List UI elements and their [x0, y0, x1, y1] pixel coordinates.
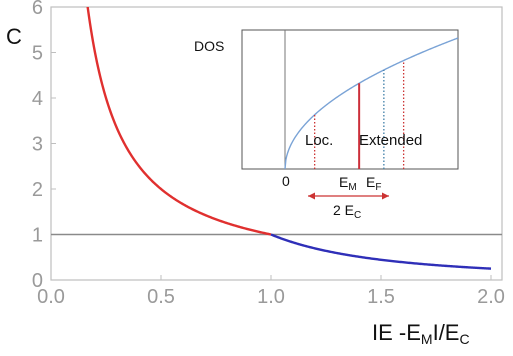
x-tick-label: 2.0	[477, 286, 505, 308]
y-tick-label: 6	[32, 0, 43, 19]
x-tick-label: 1.0	[257, 286, 285, 308]
label-ef: EF	[366, 174, 381, 193]
inset-origin-label: 0	[282, 173, 290, 189]
inset-y-label: DOS	[194, 38, 224, 54]
x-axis-ticks: 0.0 0.5 1.0 1.5 2.0	[37, 275, 505, 308]
region-label-localized: Loc.	[305, 132, 333, 149]
y-tick-label: 4	[32, 88, 43, 110]
x-tick-label: 0.5	[147, 286, 175, 308]
main-plot: 0 1 2 3 4 5 6 0.0 0.5 1.0 1.5 2.0 C IE -EMI/EC	[6, 0, 505, 347]
y-tick-label: 0	[32, 270, 43, 292]
y-axis-ticks: 0 1 2 3 4 5 6	[32, 0, 56, 292]
series-line-blue	[270, 233, 492, 270]
y-tick-label: 5	[32, 43, 43, 65]
x-tick-label: 1.5	[367, 286, 395, 308]
range-label: 2 EC	[333, 202, 361, 221]
label-em: EM	[339, 174, 357, 193]
series-line-red	[86, 7, 272, 236]
x-tick-label: 0.0	[37, 286, 65, 308]
y-tick-label: 1	[32, 225, 43, 247]
x-axis-label: IE -EMI/EC	[372, 320, 470, 347]
y-tick-label: 3	[32, 134, 43, 156]
y-tick-label: 2	[32, 179, 43, 201]
inset-dos-curve	[284, 37, 458, 169]
y-axis-label: C	[6, 24, 22, 49]
region-label-extended: Extended	[359, 132, 422, 149]
inset-dos-plot: DOS 0 Loc. Extended EM EF 2 EC	[194, 29, 459, 221]
